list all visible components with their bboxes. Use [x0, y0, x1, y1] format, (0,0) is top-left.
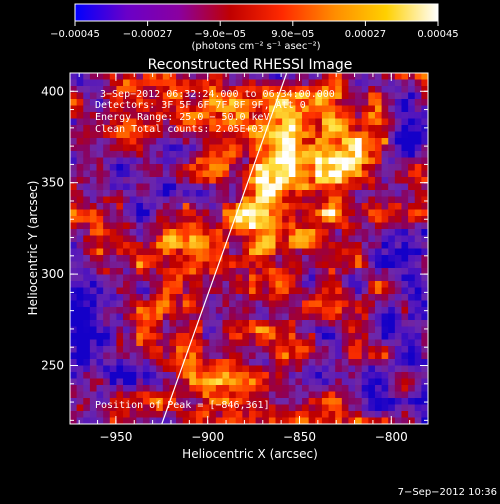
colorbar-unit-label: (photons cm⁻² s⁻¹ asec⁻²)	[191, 41, 320, 52]
annotation-clean: Clean Total counts: 2.05E+03	[95, 124, 264, 135]
annotation-detectors: Detectors: 3F 5F 6F 7F 8F 9F, Att 0	[95, 100, 306, 111]
x-axis-ticks: −950 −900 −850 −800	[78, 73, 429, 444]
footer-timestamp: 7−Sep−2012 10:36	[398, 487, 497, 498]
x-tick-label: −850	[283, 430, 316, 444]
solar-limb-line	[161, 73, 288, 424]
x-tick-label: −900	[191, 430, 224, 444]
colorbar-ticks: −0.00045 −0.00027 −9.0e−05 9.0e−05 0.00027 0.…	[50, 21, 459, 40]
heatmap-image	[70, 73, 428, 424]
peak-position-label: Position of Peak = [−846,361]	[95, 400, 270, 411]
chart-title: Reconstructed RHESSI Image	[148, 57, 353, 73]
x-tick-label: −800	[375, 430, 408, 444]
colorbar-tick-label: 9.0e−05	[271, 29, 314, 40]
x-tick-label: −950	[99, 430, 132, 444]
y-tick-label: 250	[41, 359, 64, 373]
colorbar-tick-label: −9.0e−05	[194, 29, 246, 40]
y-tick-label: 300	[41, 267, 64, 281]
annotation-time: 3−Sep−2012 06:32:24.000 to 06:34:00.000	[100, 89, 335, 100]
plot-frame	[69, 72, 429, 425]
y-tick-label: 350	[41, 176, 64, 190]
x-axis-label: Heliocentric X (arcsec)	[182, 447, 318, 461]
colorbar-tick-label: 0.00027	[345, 29, 386, 40]
annotation-energy: Energy Range: 25.0 − 50.0 keV	[95, 112, 270, 123]
colorbar-tick-label: −0.00045	[50, 29, 100, 40]
colorbar-tick-label: 0.00045	[417, 29, 458, 40]
y-axis-label: Heliocentric Y (arcsec)	[26, 181, 40, 316]
y-tick-label: 400	[41, 84, 64, 98]
colorbar-tick-label: −0.00027	[123, 29, 173, 40]
y-axis-ticks: 250 300 350 400	[41, 72, 428, 421]
colorbar	[74, 3, 439, 22]
